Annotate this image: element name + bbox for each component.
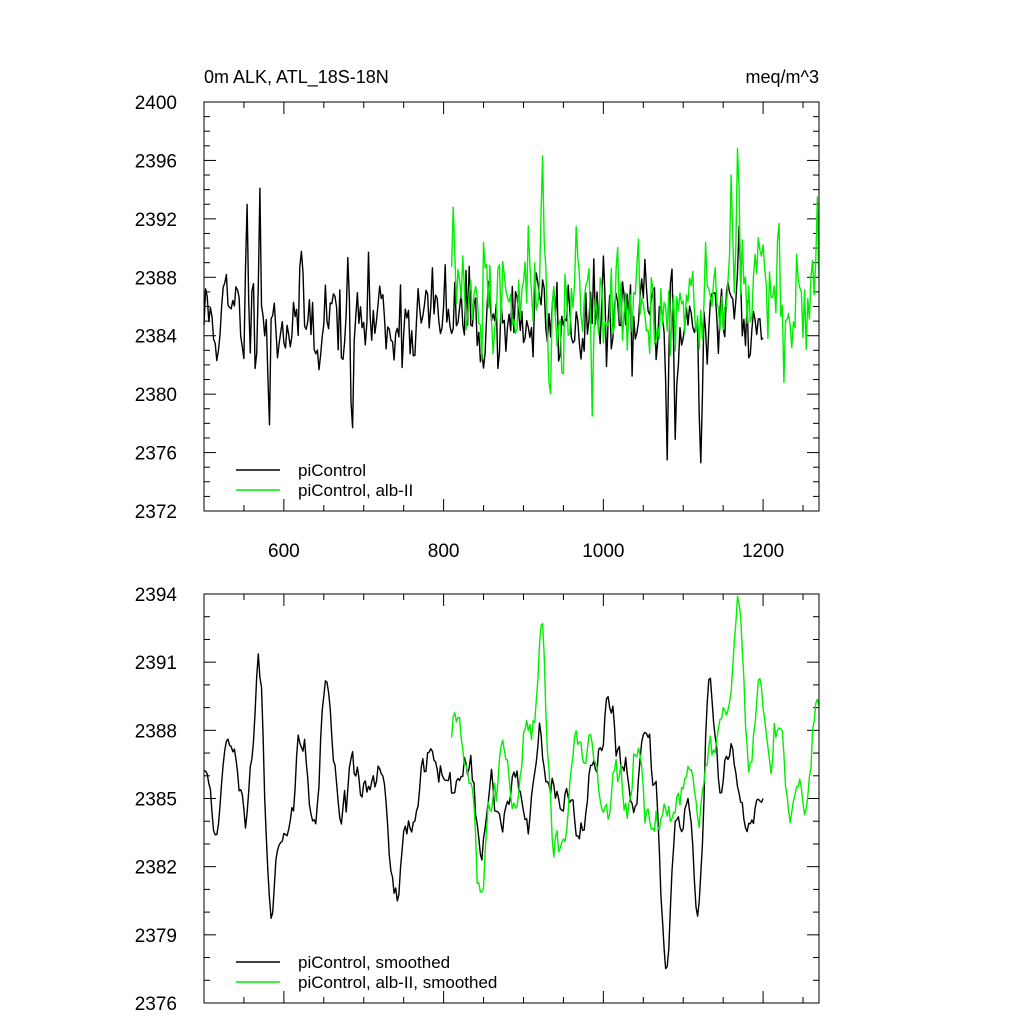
legend-label-0: piControl (298, 461, 366, 480)
y-tick-label: 2394 (135, 585, 178, 606)
x-tick-label: 600 (268, 541, 300, 562)
x-tick-label: 1200 (742, 541, 784, 562)
y-tick-label: 2396 (135, 151, 177, 172)
x-tick-label: 800 (428, 541, 460, 562)
legend: piControl piControl, alb-II (236, 461, 413, 500)
y-tick-label: 2392 (135, 210, 177, 231)
legend: piControl, smoothed piControl, alb-II, s… (236, 953, 497, 992)
y-tick-label: 2376 (135, 444, 177, 465)
y-tick-label: 2400 (135, 93, 177, 114)
axes-ticks: 2372 2376 2380 2384 2388 2392 2396 2400 600 800 10… (135, 93, 819, 562)
series-line-1 (450, 595, 820, 893)
plot-frame (203, 101, 820, 512)
x-tick-label: 1000 (582, 541, 624, 562)
plot-frame (203, 593, 820, 1004)
series-lines (203, 595, 820, 970)
y-tick-label: 2388 (135, 721, 177, 742)
y-tick-label: 2372 (135, 502, 177, 523)
y-tick-label: 2379 (135, 926, 177, 947)
y-tick-label: 2388 (135, 268, 177, 289)
series-line-0 (203, 187, 764, 464)
legend-label-1: piControl, alb-II, smoothed (298, 973, 497, 992)
y-tick-label: 2382 (135, 858, 177, 879)
panel-top: 0m ALK, ATL_18S-18N meq/m^3 2372 2376 2380… (135, 67, 820, 562)
series-lines (203, 147, 820, 464)
axes-ticks: 2376 2379 2382 2385 2388 2391 2394 (135, 585, 819, 1015)
y-tick-label: 2380 (135, 385, 177, 406)
legend-label-1: piControl, alb-II (298, 481, 413, 500)
title-right: meq/m^3 (746, 67, 819, 87)
y-tick-label: 2376 (135, 994, 177, 1015)
panel-bottom: 2376 2379 2382 2385 2388 2391 2394 piControl, … (135, 585, 820, 1015)
y-tick-label: 2384 (135, 327, 178, 348)
y-tick-label: 2385 (135, 790, 177, 811)
title-left: 0m ALK, ATL_18S-18N (204, 67, 389, 88)
series-line-1 (450, 147, 820, 417)
y-tick-label: 2391 (135, 653, 177, 674)
series-line-0 (203, 653, 764, 970)
legend-label-0: piControl, smoothed (298, 953, 450, 972)
